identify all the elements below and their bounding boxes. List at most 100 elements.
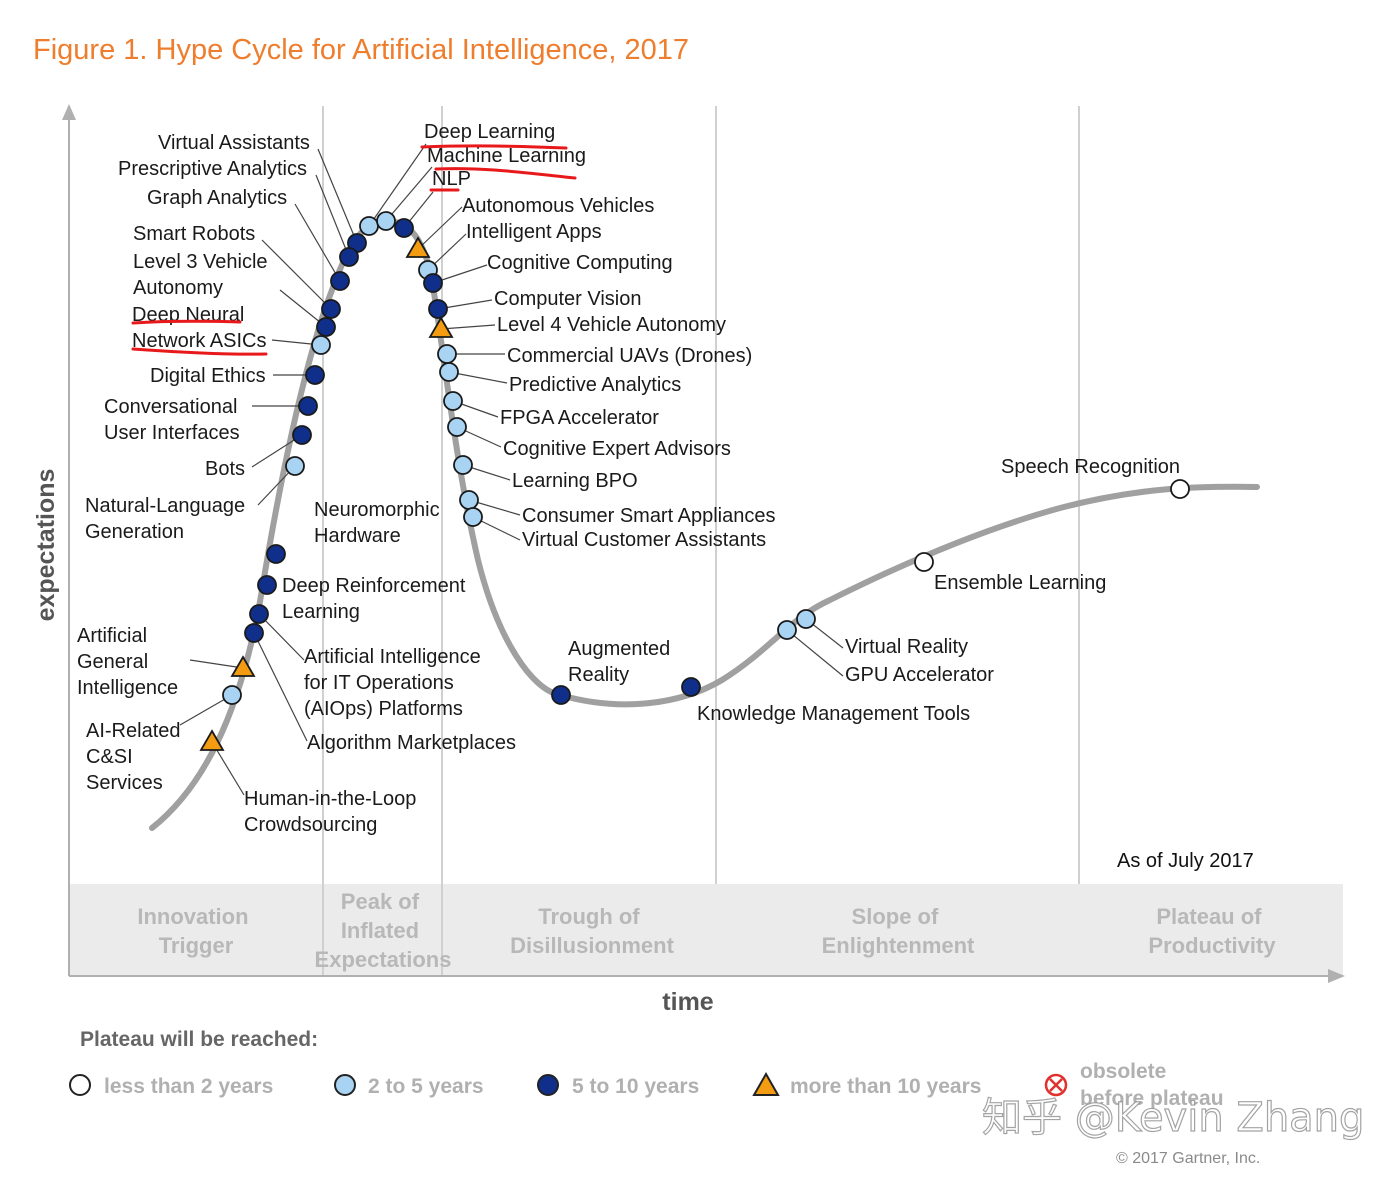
underline-deep-neural	[131, 319, 242, 325]
underline-network-asics	[131, 347, 268, 356]
underline-deep-learning	[420, 144, 568, 150]
legend-lt2-label: less than 2 years	[104, 1075, 273, 1098]
leader-smart-robots	[261, 239, 332, 310]
label-line: Speech Recognition	[1001, 456, 1180, 478]
label-line: Bots	[205, 458, 245, 480]
marker-cognitive-expert-advisors	[447, 417, 467, 437]
label-predictive-analytics: Predictive Analytics	[509, 374, 681, 396]
label-line: Commercial UAVs (Drones)	[507, 345, 752, 367]
marker-consumer-smart-appliances	[459, 490, 479, 510]
x-axis-label: time	[662, 988, 714, 1016]
label-line: Virtual Assistants	[158, 132, 310, 154]
phase-line: Enlightenment	[822, 933, 975, 958]
marker-speech-recognition	[1170, 479, 1190, 499]
label-line: Consumer Smart Appliances	[522, 505, 775, 527]
label-line: Neuromorphic	[314, 499, 440, 521]
label-line: Level 3 Vehicle	[133, 251, 268, 273]
leader-artificial-general-intelligence	[189, 659, 244, 669]
label-line: Computer Vision	[494, 288, 641, 310]
label-line: Crowdsourcing	[244, 814, 377, 836]
legend-obsolete-label: obsolete before plateau	[1080, 1060, 1224, 1110]
label-line: Graph Analytics	[147, 187, 287, 209]
label-algorithm-marketplaces: Algorithm Marketplaces	[307, 732, 516, 754]
label-artificial-intelligence-for-it-operations-aiops-platforms: Artificial Intelligence for IT Operations…	[304, 646, 481, 720]
label-line: Augmented	[568, 638, 670, 660]
label-line: Digital Ethics	[150, 365, 266, 387]
legend-title: Plateau will be reached:	[80, 1028, 318, 1051]
label-line: Learning BPO	[512, 470, 638, 492]
as-of-date: As of July 2017	[1117, 850, 1254, 872]
marker-neuromorphic-hardware	[266, 544, 286, 564]
marker-human-in-the-loop-crowdsourcing	[199, 729, 225, 751]
legend-2to5-label: 2 to 5 years	[368, 1075, 484, 1098]
label-cognitive-expert-advisors: Cognitive Expert Advisors	[503, 438, 731, 460]
label-line: Conversational	[104, 396, 237, 418]
label-line: Algorithm Marketplaces	[307, 732, 516, 754]
legend-5to10-icon	[537, 1074, 559, 1096]
marker-virtual-customer-assistants	[463, 507, 483, 527]
label-line: Artificial Intelligence	[304, 646, 481, 668]
label-level-4-vehicle-autonomy: Level 4 Vehicle Autonomy	[497, 314, 726, 336]
phase-trough: Trough of Disillusionment	[510, 904, 674, 958]
label-learning-bpo: Learning BPO	[512, 470, 638, 492]
phase-line: Trough of	[538, 904, 640, 929]
legend: less than 2 years 2 to 5 years 5 to 10 y…	[69, 1060, 1224, 1110]
leader-machine-learning	[385, 166, 433, 222]
label-line: FPGA Accelerator	[500, 407, 659, 429]
label-line: Knowledge Management Tools	[697, 703, 970, 725]
label-autonomous-vehicles: Autonomous Vehicles	[462, 195, 654, 217]
legend-lt2-icon	[69, 1074, 91, 1096]
marker-knowledge-management-tools	[681, 677, 701, 697]
label-prescriptive-analytics: Prescriptive Analytics	[118, 158, 307, 180]
label-cognitive-computing: Cognitive Computing	[487, 252, 673, 274]
label-line: Virtual Reality	[845, 636, 968, 658]
label-augmented-reality: Augmented Reality	[568, 638, 670, 686]
label-artificial-general-intelligence: Artificial General Intelligence	[77, 625, 178, 699]
label-ai-related-c-si-services: AI-Related C&SI Services	[86, 720, 181, 794]
label-line: NLP	[432, 168, 471, 190]
marker-bots	[292, 425, 312, 445]
label-line: User Interfaces	[104, 422, 240, 444]
label-human-in-the-loop-crowdsourcing: Human-in-the-Loop Crowdsourcing	[244, 788, 416, 836]
leader-artificial-intelligence-for-it-operations-aiops-platforms	[258, 613, 305, 661]
label-line: Artificial	[77, 625, 147, 647]
label-line: Reality	[568, 664, 629, 686]
marker-artificial-intelligence-for-it-operations-aiops-platforms	[249, 604, 269, 624]
phase-plateau: Plateau of Productivity	[1148, 904, 1276, 958]
legend-obsolete-icon	[1044, 1073, 1068, 1097]
label-fpga-accelerator: FPGA Accelerator	[500, 407, 659, 429]
label-commercial-uavs-drones: Commercial UAVs (Drones)	[507, 345, 752, 367]
marker-machine-learning	[376, 211, 396, 231]
label-natural-language-generation: Natural-Language Generation	[85, 495, 245, 543]
legend-2to5-icon	[334, 1074, 356, 1096]
marker-nlp	[394, 218, 414, 238]
label-knowledge-management-tools: Knowledge Management Tools	[697, 703, 970, 725]
label-line: Ensemble Learning	[934, 572, 1106, 594]
leader-autonomous-vehicles	[417, 206, 463, 250]
leader-algorithm-marketplaces	[253, 632, 308, 742]
label-line: Smart Robots	[133, 223, 255, 245]
leader-virtual-assistants	[317, 148, 358, 244]
label-virtual-assistants: Virtual Assistants	[158, 132, 310, 154]
leader-gpu-accelerator	[786, 629, 844, 677]
marker-deep-neural-network-asics	[311, 335, 331, 355]
label-line: Natural-Language	[85, 495, 245, 517]
label-line: General	[77, 651, 148, 673]
label-conversational-user-interfaces: Conversational User Interfaces	[104, 396, 240, 444]
label-line: Intelligent Apps	[466, 221, 602, 243]
marker-computer-vision	[428, 299, 448, 319]
phase-band	[69, 884, 1343, 976]
label-line: Prescriptive Analytics	[118, 158, 307, 180]
marker-artificial-general-intelligence	[230, 655, 256, 677]
phase-innovation-trigger: Innovation Trigger	[137, 904, 254, 958]
label-line: Deep Reinforcement	[282, 575, 466, 597]
phase-line: Expectations	[315, 947, 452, 972]
label-ensemble-learning: Ensemble Learning	[934, 572, 1106, 594]
label-line: Cognitive Computing	[487, 252, 673, 274]
label-bots: Bots	[205, 458, 245, 480]
highlight-underlines	[131, 144, 577, 356]
label-line: Human-in-the-Loop	[244, 788, 416, 810]
label-line: for IT Operations	[304, 672, 454, 694]
marker-level-4-vehicle-autonomy	[428, 316, 454, 338]
marker-virtual-reality	[796, 609, 816, 629]
